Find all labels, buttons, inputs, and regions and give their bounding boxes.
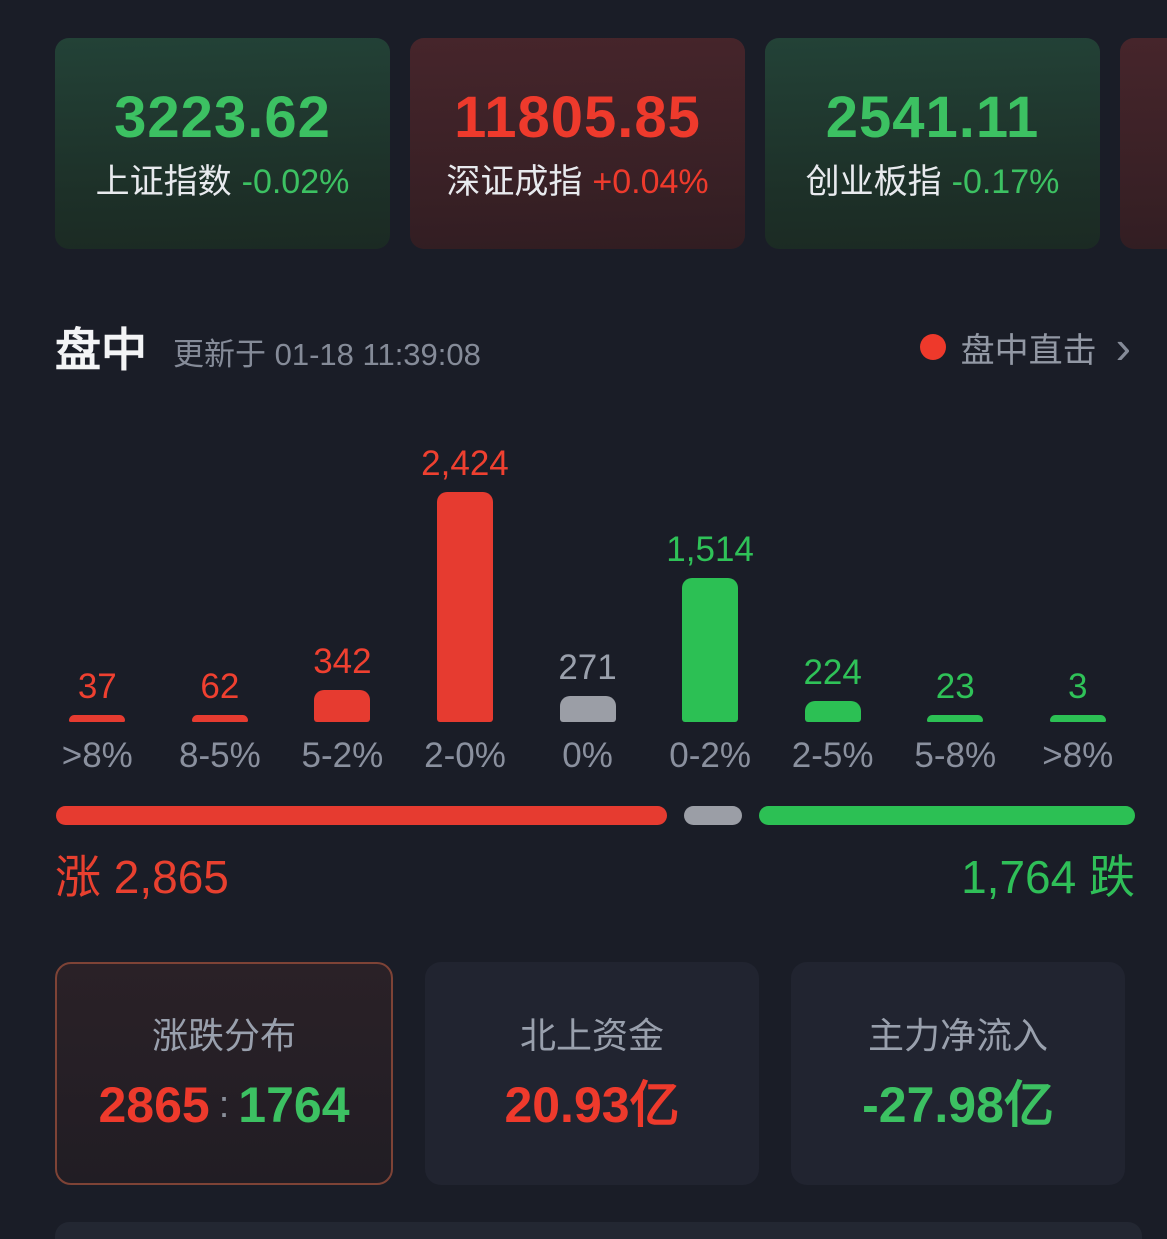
live-label: 盘中直击 bbox=[960, 331, 1097, 370]
bar-category-label: 5-2% bbox=[301, 736, 384, 775]
bar bbox=[69, 715, 126, 722]
section-header: 盘中 更新于 01-18 11:39:08 盘中直击 › bbox=[55, 314, 1131, 380]
live-dot-icon bbox=[919, 334, 946, 360]
next-section-peek bbox=[55, 1222, 1142, 1239]
index-card-chinext[interactable]: 2541.11 创业板指 -0.17% bbox=[765, 38, 1100, 249]
index-name: 创业板指 bbox=[805, 162, 942, 201]
updated-timestamp: 更新于 01-18 11:39:08 bbox=[173, 336, 481, 372]
bar-value-label: 23 bbox=[935, 666, 975, 706]
bar-value-label: 62 bbox=[200, 666, 240, 706]
chart-column: 342 5-2% bbox=[281, 443, 404, 777]
bar-category-label: 2-0% bbox=[424, 736, 506, 775]
main-inflow-value: -27.98亿 bbox=[862, 1076, 1054, 1133]
index-value: 3223.62 bbox=[114, 84, 331, 150]
index-change: +0.04% bbox=[592, 162, 709, 201]
bar-category-label: 5-8% bbox=[914, 736, 997, 775]
index-name: 上证指数 bbox=[95, 162, 232, 201]
bar-value-label: 271 bbox=[558, 647, 617, 687]
card-title: 涨跌分布 bbox=[151, 1014, 296, 1056]
decliners-total: 1764 bbox=[238, 1076, 350, 1133]
unchanged-segment bbox=[684, 806, 742, 825]
bar bbox=[559, 696, 616, 722]
index-name: 深证成指 bbox=[446, 162, 583, 201]
bar-value-label: 1,514 bbox=[666, 529, 754, 569]
card-title: 主力净流入 bbox=[867, 1014, 1048, 1056]
summary-cards-row: 涨跌分布 2865 : 1764 北上资金 20.93亿 主力净流入 -27.9… bbox=[55, 962, 1125, 1185]
index-card-shanghai[interactable]: 3223.62 上证指数 -0.02% bbox=[55, 38, 390, 249]
chart-column: 37 >8% bbox=[36, 443, 159, 777]
chart-column: 62 8-5% bbox=[159, 443, 282, 777]
decliners-segment bbox=[758, 806, 1135, 825]
advancers-segment bbox=[56, 806, 667, 825]
bar-value-label: 2,424 bbox=[421, 443, 509, 483]
bar-category-label: 0% bbox=[562, 736, 613, 775]
advancers-total: 2865 bbox=[98, 1076, 210, 1133]
bar bbox=[191, 715, 248, 722]
bar bbox=[314, 690, 371, 722]
tab-distribution[interactable]: 涨跌分布 2865 : 1764 bbox=[55, 962, 393, 1185]
tab-main-net-inflow[interactable]: 主力净流入 -27.98亿 bbox=[791, 962, 1125, 1185]
bar bbox=[927, 715, 984, 722]
bar-category-label: 2-5% bbox=[791, 736, 874, 775]
tab-northbound-funds[interactable]: 北上资金 20.93亿 bbox=[425, 962, 759, 1185]
index-card-partial[interactable] bbox=[1120, 38, 1167, 249]
index-change: -0.02% bbox=[241, 162, 350, 201]
northbound-value: 20.93亿 bbox=[504, 1076, 680, 1133]
bar-category-label: >8% bbox=[61, 736, 133, 775]
advance-decline-bar bbox=[56, 806, 1135, 825]
advance-decline-counts: 涨 2,865 1,764 跌 bbox=[55, 850, 1135, 905]
index-value: 11805.85 bbox=[454, 84, 701, 150]
ratio-colon: : bbox=[218, 1083, 230, 1126]
chart-column: 23 5-8% bbox=[894, 443, 1017, 777]
bar bbox=[436, 492, 493, 722]
bar bbox=[1049, 715, 1106, 722]
bar-category-label: 8-5% bbox=[178, 736, 261, 775]
bar-category-label: >8% bbox=[1042, 736, 1114, 775]
bar-category-label: 0-2% bbox=[669, 736, 751, 775]
section-title: 盘中 bbox=[55, 324, 147, 376]
index-value: 2541.11 bbox=[825, 84, 1040, 150]
distribution-chart: 37 >8% 62 8-5% 342 5-2% 2,424 2-0% 271 0% 1,514 0-2… bbox=[36, 443, 1139, 777]
bar-value-label: 342 bbox=[313, 641, 372, 681]
chart-column: 2,424 2-0% bbox=[404, 443, 527, 777]
chart-column: 1,514 0-2% bbox=[649, 443, 772, 777]
decliners-count: 1,764 跌 bbox=[961, 851, 1135, 903]
chevron-right-icon: › bbox=[1115, 320, 1131, 373]
chart-column: 3 >8% bbox=[1017, 443, 1140, 777]
index-cards-row: 3223.62 上证指数 -0.02% 11805.85 深证成指 +0.04%… bbox=[55, 38, 1167, 249]
chart-column: 224 2-5% bbox=[771, 443, 894, 777]
bar-value-label: 224 bbox=[803, 652, 862, 692]
index-change: -0.17% bbox=[951, 162, 1060, 201]
index-card-shenzhen[interactable]: 11805.85 深证成指 +0.04% bbox=[410, 38, 745, 249]
bar bbox=[804, 701, 861, 722]
bar bbox=[682, 578, 739, 722]
bar-value-label: 37 bbox=[77, 666, 117, 706]
chart-column: 271 0% bbox=[526, 443, 649, 777]
live-link[interactable]: 盘中直击 › bbox=[919, 320, 1131, 373]
bar-value-label: 3 bbox=[1068, 666, 1088, 706]
advancers-count: 涨 2,865 bbox=[55, 851, 229, 903]
card-title: 北上资金 bbox=[519, 1014, 664, 1056]
